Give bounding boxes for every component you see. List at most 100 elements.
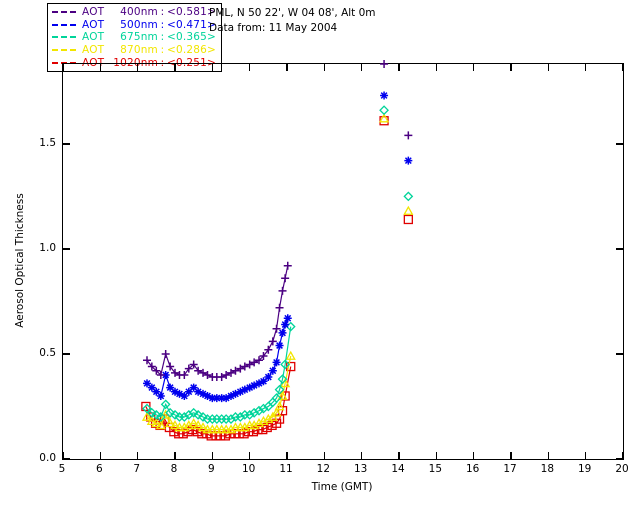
- data-marker: [197, 422, 209, 432]
- x-tick-top: [211, 64, 214, 71]
- x-tick-top: [547, 64, 550, 71]
- data-marker: [231, 389, 240, 398]
- x-tick-top: [174, 64, 176, 71]
- y-tick: [63, 248, 70, 250]
- x-tick: [211, 452, 214, 459]
- data-marker: [285, 321, 296, 332]
- data-marker: [141, 411, 153, 421]
- data-marker: [160, 399, 171, 410]
- x-tick-label: 15: [428, 463, 443, 475]
- legend-entry-label: AOT 870nm: <0.286>: [82, 44, 217, 57]
- data-marker: [155, 420, 166, 430]
- data-marker: [271, 407, 282, 417]
- x-tick: [248, 452, 251, 459]
- data-marker: [278, 328, 287, 337]
- x-tick-top: [398, 64, 400, 71]
- title-line-2: Data from: 11 May 2004: [209, 22, 338, 34]
- title-block: PML, N 50 22', W 04 08', Alt 0m Data fro…: [209, 6, 376, 36]
- data-marker: [259, 352, 268, 361]
- series-aot-675nm: [142, 105, 414, 424]
- x-tick-top: [510, 64, 512, 71]
- data-marker: [404, 131, 413, 140]
- data-marker: [189, 360, 198, 369]
- x-tick: [510, 452, 512, 459]
- data-marker: [277, 390, 288, 400]
- data-marker: [280, 359, 291, 370]
- data-marker: [217, 394, 226, 403]
- data-marker: [255, 379, 263, 388]
- y-tick-label: 1.0: [39, 241, 56, 254]
- data-marker: [146, 407, 157, 418]
- data-marker: [212, 394, 221, 403]
- data-marker: [283, 314, 292, 323]
- x-tick-top: [435, 64, 438, 71]
- x-tick-label: 8: [170, 463, 178, 475]
- data-marker: [156, 391, 165, 400]
- legend-entry: AOT 400nm: <0.581>: [52, 6, 216, 19]
- data-marker: [274, 384, 285, 395]
- legend-line-swatch: [52, 57, 78, 69]
- x-tick-top: [248, 64, 251, 71]
- data-marker: [165, 407, 176, 418]
- data-marker: [253, 424, 263, 435]
- data-marker: [281, 320, 290, 329]
- data-marker: [193, 420, 204, 430]
- x-tick-top: [323, 64, 326, 71]
- legend-line-swatch: [52, 19, 78, 31]
- data-marker: [250, 381, 259, 390]
- data-marker: [244, 409, 255, 420]
- data-marker: [221, 424, 232, 434]
- data-marker: [250, 358, 259, 367]
- data-marker: [240, 385, 249, 394]
- legend-entry-label: AOT 675nm: <0.365>: [82, 31, 217, 44]
- data-marker: [378, 113, 390, 123]
- x-tick-label: 11: [279, 463, 293, 475]
- y-tick-label: 0.0: [39, 452, 56, 464]
- data-marker: [199, 368, 207, 377]
- data-marker: [203, 391, 212, 400]
- y-tick-label: 0.5: [39, 346, 56, 359]
- data-marker: [404, 156, 413, 165]
- data-marker: [189, 383, 198, 392]
- data-marker: [379, 105, 389, 116]
- legend-entry-label: AOT 400nm: <0.581>: [82, 6, 217, 19]
- legend-line-swatch: [52, 44, 78, 56]
- data-marker: [264, 373, 273, 382]
- data-marker: [194, 387, 203, 396]
- data-marker: [268, 366, 277, 375]
- data-marker: [187, 424, 198, 435]
- x-tick: [323, 452, 326, 459]
- data-marker: [184, 364, 193, 373]
- data-marker: [235, 412, 246, 422]
- data-layer: [141, 60, 414, 441]
- data-marker: [180, 391, 189, 400]
- x-tick-label: 14: [391, 463, 405, 475]
- data-marker: [236, 387, 245, 396]
- x-tick-top: [584, 64, 587, 71]
- x-tick: [584, 452, 587, 459]
- data-marker: [272, 358, 281, 367]
- x-tick: [99, 452, 102, 459]
- x-tick: [136, 452, 139, 459]
- legend-entry-label: AOT 1020nm: <0.251>: [82, 56, 217, 69]
- y-tick-right: [616, 353, 623, 355]
- title-line-1: PML, N 50 22', W 04 08', Alt 0m: [209, 7, 376, 19]
- data-marker: [188, 407, 199, 418]
- data-marker: [403, 205, 414, 215]
- x-tick-label: 7: [133, 463, 140, 475]
- y-tick-right: [616, 458, 623, 460]
- data-marker: [403, 214, 413, 225]
- data-marker: [194, 366, 203, 375]
- y-tick-label: 1.5: [39, 136, 56, 149]
- data-marker: [274, 401, 285, 411]
- data-marker: [193, 409, 204, 420]
- x-tick: [622, 452, 624, 459]
- data-marker: [174, 422, 185, 432]
- x-tick: [286, 452, 288, 459]
- data-marker: [275, 303, 284, 312]
- data-marker: [258, 403, 269, 414]
- data-marker: [243, 427, 254, 437]
- x-tick-top: [472, 64, 475, 71]
- data-marker: [151, 417, 162, 428]
